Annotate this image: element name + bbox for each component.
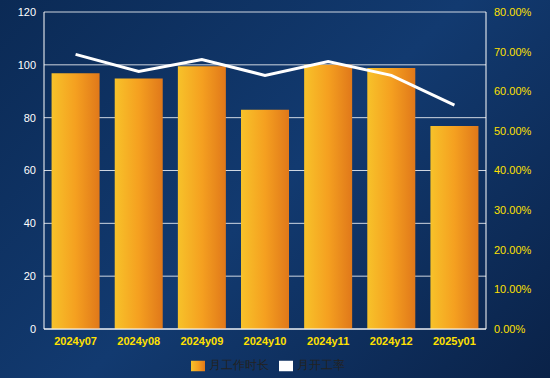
svg-text:40: 40 bbox=[24, 217, 36, 229]
svg-text:50.00%: 50.00% bbox=[494, 125, 532, 137]
svg-text:2024y10: 2024y10 bbox=[244, 335, 287, 347]
svg-text:80.00%: 80.00% bbox=[494, 6, 532, 18]
html-text:月开工率: 月开工率 bbox=[297, 358, 345, 372]
svg-text:40.00%: 40.00% bbox=[494, 164, 532, 176]
svg-text:0: 0 bbox=[30, 323, 36, 335]
svg-text:80: 80 bbox=[24, 112, 36, 124]
svg-text:120: 120 bbox=[18, 6, 36, 18]
svg-text:2024y09: 2024y09 bbox=[180, 335, 223, 347]
svg-text:20: 20 bbox=[24, 270, 36, 282]
svg-text:60.00%: 60.00% bbox=[494, 85, 532, 97]
svg-text:0.00%: 0.00% bbox=[494, 323, 525, 335]
svg-text:20.00%: 20.00% bbox=[494, 244, 532, 256]
svg-text:30.00%: 30.00% bbox=[494, 204, 532, 216]
svg-text:10.00%: 10.00% bbox=[494, 283, 532, 295]
svg-text:2024y07: 2024y07 bbox=[54, 335, 97, 347]
svg-text:2024y11: 2024y11 bbox=[307, 335, 349, 347]
svg-text:2025y01: 2025y01 bbox=[433, 335, 476, 347]
svg-text:100: 100 bbox=[18, 59, 36, 71]
svg-text:70.00%: 70.00% bbox=[494, 46, 532, 58]
html-text:月工作时长: 月工作时长 bbox=[209, 358, 269, 372]
svg-text:2024y12: 2024y12 bbox=[370, 335, 413, 347]
svg-text:60: 60 bbox=[24, 164, 36, 176]
svg-text:2024y08: 2024y08 bbox=[117, 335, 160, 347]
